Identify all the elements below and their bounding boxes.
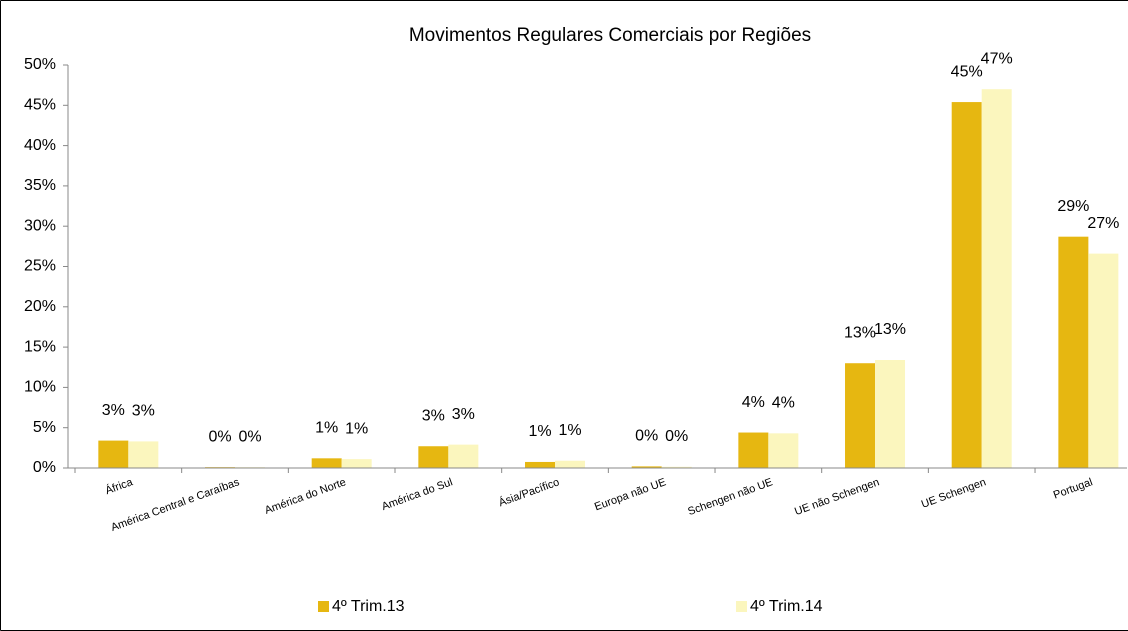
y-tick-label: 15% [24,338,56,355]
y-tick-label: 40% [24,137,56,154]
legend-label: 4º Trim.14 [750,598,823,615]
x-tick-label: África [103,475,135,497]
x-tick-label: UE Schengen [920,476,988,510]
bar [341,459,372,468]
bar [418,446,449,468]
x-tick-label: Portugal [1052,476,1095,501]
y-tick-label: 50% [24,56,56,73]
bar [981,89,1012,469]
y-tick-label: 20% [24,298,56,315]
bar [845,363,876,468]
value-label: 4% [772,395,795,412]
x-tick-label: América do Sul [380,476,454,513]
bar [631,466,662,468]
value-label: 13% [874,321,906,338]
bar [738,432,769,468]
bar [128,441,159,468]
value-label: 45% [951,63,983,80]
value-label: 0% [665,428,688,445]
bar [951,102,982,469]
value-label: 47% [981,50,1013,67]
value-label: 0% [208,428,231,445]
bar [555,460,586,468]
y-tick-label: 0% [33,459,56,476]
value-label: 1% [558,422,581,439]
bar [1088,253,1119,468]
y-tick-label: 5% [33,419,56,436]
value-label: 3% [102,402,125,419]
bar [525,461,556,468]
bar [1058,236,1089,468]
value-label: 29% [1057,198,1089,215]
legend-label: 4º Trim.13 [332,598,405,615]
value-label: 0% [238,428,261,445]
x-tick-label: Schengen não UE [686,476,774,518]
y-tick-label: 35% [24,177,56,194]
value-label: 3% [422,407,445,424]
x-tick-label: Ásia/Pacífico [497,475,561,509]
value-label: 27% [1087,215,1119,232]
y-tick-label: 45% [24,97,56,114]
bar [768,433,799,468]
value-label: 1% [345,420,368,437]
chart-title: Movimentos Regulares Comerciais por Regi… [409,25,811,46]
y-tick-label: 10% [24,379,56,396]
x-tick-label: América do Norte [263,476,348,517]
y-tick-label: 30% [24,217,56,234]
bar [311,458,342,468]
value-label: 0% [635,428,658,445]
x-tick-label: UE não Schengen [793,476,881,518]
value-label: 1% [528,423,551,440]
legend-swatch [736,601,747,612]
x-tick-label: Europa não UE [593,476,668,513]
bar [98,440,129,468]
value-label: 13% [844,324,876,341]
bar [448,444,479,468]
bar [661,466,692,468]
bar [875,359,906,468]
value-label: 3% [452,406,475,423]
y-tick-label: 25% [24,258,56,275]
value-label: 4% [742,394,765,411]
legend-swatch [318,601,329,612]
value-label: 3% [132,403,155,420]
value-label: 1% [315,420,338,437]
